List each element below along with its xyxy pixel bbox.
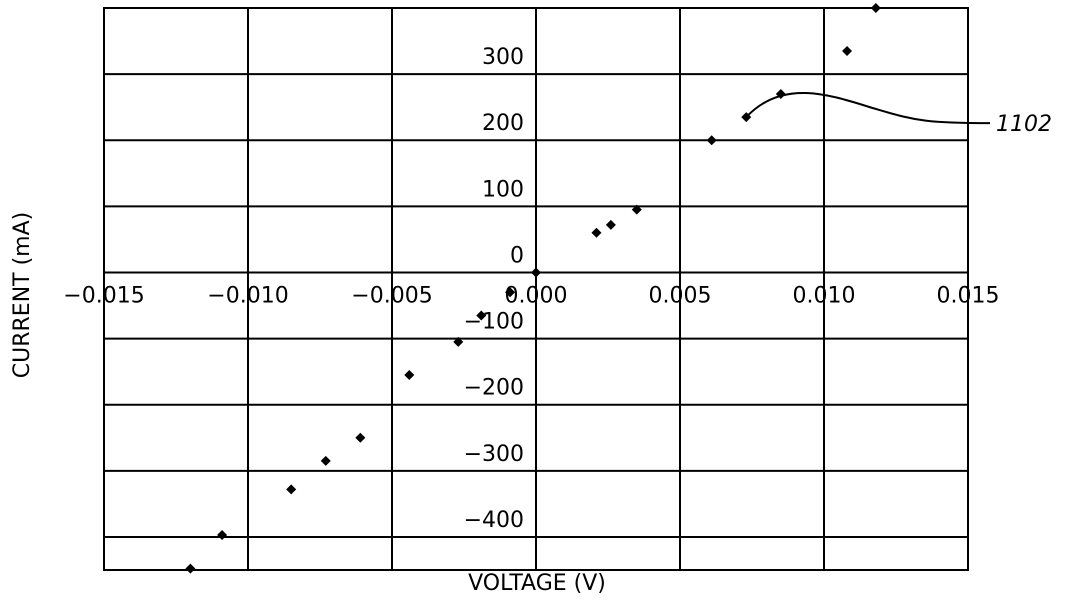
y-tick-label: 100 — [482, 177, 524, 202]
data-point — [355, 432, 366, 443]
x-tick-label: 0.000 — [505, 283, 568, 308]
y-tick-label: −300 — [464, 442, 524, 467]
annotation-1102: 1102 — [747, 92, 1052, 137]
plot-frame — [103, 7, 969, 571]
x-tick-label: 0.015 — [937, 283, 1000, 308]
annotation-label: 1102 — [996, 112, 1052, 137]
data-point — [453, 336, 464, 347]
data-point — [842, 45, 853, 56]
data-point — [505, 287, 516, 298]
y-tick-label: −100 — [464, 310, 524, 335]
data-point — [706, 135, 717, 146]
y-tick-label: −200 — [464, 376, 524, 401]
data-point — [591, 227, 602, 238]
data-point — [476, 310, 487, 321]
y-tick-label: −400 — [464, 508, 524, 533]
data-point — [185, 563, 196, 574]
y-tick-label: 300 — [482, 45, 524, 70]
data-point — [404, 369, 415, 380]
data-points — [185, 3, 881, 574]
data-point — [605, 219, 616, 230]
y-axis-label: CURRENT (mA) — [10, 212, 35, 378]
data-point — [320, 455, 331, 466]
x-tick-label: −0.005 — [351, 283, 432, 308]
x-tick-label: 0.010 — [793, 283, 856, 308]
grid-lines — [103, 8, 969, 570]
data-point — [631, 204, 642, 215]
data-point — [870, 3, 881, 13]
data-point — [531, 267, 541, 278]
y-tick-label: 0 — [510, 243, 524, 268]
data-point — [217, 529, 228, 540]
y-axis-tick-labels: 300 200 100 0 −100 −200 −300 −400 — [464, 45, 524, 533]
x-tick-label: −0.010 — [207, 283, 288, 308]
y-tick-label: 200 — [482, 111, 524, 136]
plot-border — [103, 7, 969, 571]
x-tick-label: −0.015 — [63, 283, 144, 308]
x-axis-label: VOLTAGE (V) — [468, 571, 606, 596]
data-point — [286, 484, 297, 495]
x-axis-tick-labels: −0.015 −0.010 −0.005 0.000 0.005 0.010 0.015 — [63, 283, 999, 308]
x-tick-label: 0.005 — [649, 283, 712, 308]
annotation-leader-line — [747, 92, 991, 125]
